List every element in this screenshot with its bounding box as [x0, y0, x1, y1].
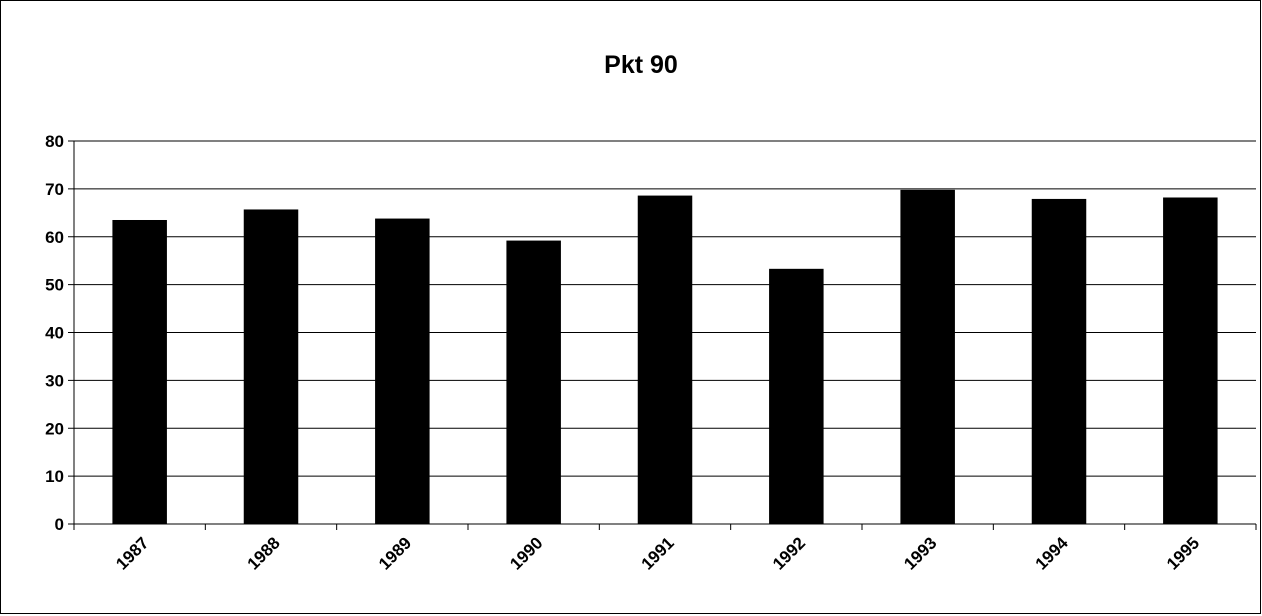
y-tick-labels: 0 10 20 30 40 50 60 70 80: [45, 132, 64, 534]
y-tick-label: 50: [45, 276, 64, 295]
x-tick-label: 1993: [900, 533, 940, 573]
bar-1989: [375, 218, 430, 524]
y-tick-label: 10: [45, 467, 64, 486]
bar-1995: [1163, 197, 1218, 524]
y-tick-label: 0: [55, 515, 64, 534]
x-tick-labels: 1987 1988 1989 1990 1991 1992 1993 1994 1995: [112, 533, 1203, 574]
bar-1987: [112, 219, 167, 524]
axes: [68, 140, 1257, 530]
x-tick-label: 1989: [375, 533, 415, 573]
x-tick-label: 1995: [1163, 533, 1203, 573]
x-tick-label: 1992: [769, 533, 809, 573]
x-tick-label: 1990: [506, 533, 546, 573]
bar-1993: [900, 189, 955, 524]
x-tick-label: 1987: [112, 533, 152, 573]
bars: [112, 189, 1218, 524]
y-tick-label: 20: [45, 419, 64, 438]
bar-1990: [506, 240, 561, 524]
y-tick-label: 60: [45, 228, 64, 247]
bar-1994: [1031, 198, 1087, 524]
y-tick-label: 80: [45, 132, 64, 151]
x-tick-label: 1988: [244, 533, 284, 573]
bar-1988: [243, 209, 299, 524]
bar-1991: [637, 195, 693, 524]
y-tick-label: 40: [45, 324, 64, 343]
y-tick-label: 30: [45, 371, 64, 390]
chart-title: Pkt 90: [604, 51, 678, 79]
bar-1992: [769, 268, 824, 524]
x-tick-label: 1991: [638, 533, 678, 573]
y-tick-label: 70: [45, 180, 64, 199]
x-tick-label: 1994: [1032, 533, 1073, 574]
